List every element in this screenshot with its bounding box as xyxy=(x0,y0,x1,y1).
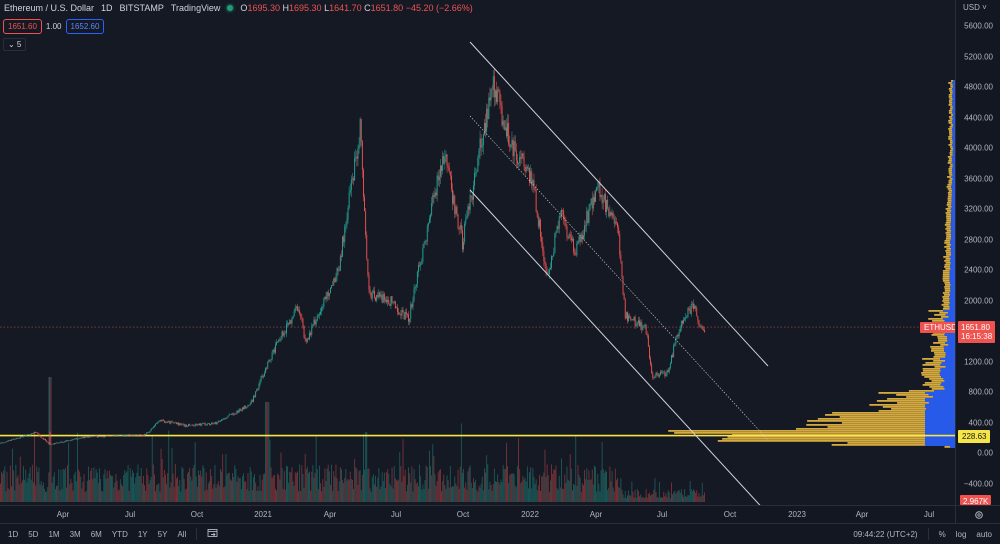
data-source: TradingView xyxy=(170,3,221,13)
time-tick: Jul xyxy=(390,510,402,519)
time-tick: Apr xyxy=(56,510,70,519)
time-tick: 2022 xyxy=(521,510,539,519)
range-1y-button[interactable]: 1Y xyxy=(137,529,148,539)
price-tick: 4400.00 xyxy=(964,113,993,122)
ohlc-values: O1695.30 H1695.30 L1641.70 C1651.80 −45.… xyxy=(240,3,473,13)
candles xyxy=(0,68,705,445)
price-tick: 5200.00 xyxy=(964,52,993,61)
price-tick: 3200.00 xyxy=(964,204,993,214)
price-tick: 2000.00 xyxy=(964,296,993,305)
indicators-toggle-button[interactable]: ⌄ 5 xyxy=(3,38,27,51)
gear-icon xyxy=(974,511,983,519)
auto-scale-toggle[interactable]: auto xyxy=(976,529,992,539)
time-tick: Jul xyxy=(124,510,136,519)
range-5d-button[interactable]: 5D xyxy=(28,529,39,539)
price-tick: 400.00 xyxy=(968,418,993,427)
price-tick: 1200.00 xyxy=(964,357,993,366)
time-tick: Apr xyxy=(855,510,869,519)
price-tick: 5600.00 xyxy=(964,21,993,31)
quote-panel: 1651.60 1.00 1652.60 xyxy=(3,19,105,34)
price-tick: 800.00 xyxy=(968,387,993,397)
price-chart[interactable] xyxy=(0,0,955,505)
time-tick: Apr xyxy=(323,510,337,519)
range-1d-button[interactable]: 1D xyxy=(8,529,19,539)
range-ytd-button[interactable]: YTD xyxy=(111,529,128,539)
buy-button[interactable]: 1652.60 xyxy=(65,19,105,34)
go-to-date-button[interactable] xyxy=(207,528,219,540)
symbol-name[interactable]: Ethereum / U.S. Dollar xyxy=(4,3,95,13)
price-tick: 4000.00 xyxy=(964,143,993,153)
price-tick: −400.00 xyxy=(963,479,993,488)
horizontal-line-price-label: 228.63 xyxy=(958,430,991,443)
price-change: −45.20 (−2.66%) xyxy=(405,3,473,13)
time-tick: 2023 xyxy=(788,510,806,519)
price-tick: 4800.00 xyxy=(964,82,993,92)
time-tick: Jul xyxy=(923,510,935,519)
log-scale-toggle[interactable]: log xyxy=(955,529,967,539)
time-tick: Oct xyxy=(190,510,204,519)
time-tick: Jul xyxy=(656,510,668,519)
currency-selector[interactable]: USD ˅ xyxy=(963,3,987,12)
spread-value: 1.00 xyxy=(45,22,62,31)
divider xyxy=(927,528,929,540)
volume-profile xyxy=(668,80,955,448)
price-axis[interactable]: USD ˅ 1651.80 16:15:38 228.63 2.967K 560… xyxy=(955,0,1000,505)
time-axis[interactable]: Apr Jul Oct 2021 Apr Jul Oct 2022 Apr Jul Oct 2023 A… xyxy=(0,505,955,524)
volume-bars xyxy=(0,377,705,502)
price-tick: 2800.00 xyxy=(964,235,993,244)
volume-label: 2.967K xyxy=(960,495,992,505)
time-tick: Apr xyxy=(589,510,603,519)
price-tick: 2400.00 xyxy=(964,265,993,275)
range-1m-button[interactable]: 1M xyxy=(48,529,60,539)
range-3m-button[interactable]: 3M xyxy=(69,529,81,539)
exchange: BITSTAMP xyxy=(119,3,164,13)
percent-scale-toggle[interactable]: % xyxy=(938,529,946,539)
market-status-icon xyxy=(227,5,234,11)
time-tick: Oct xyxy=(723,510,737,519)
sell-button[interactable]: 1651.60 xyxy=(3,19,42,34)
price-tick: 0.00 xyxy=(977,448,993,458)
range-5y-button[interactable]: 5Y xyxy=(157,529,168,539)
chart-settings-button[interactable] xyxy=(955,505,1000,524)
symbol-tag: ETHUSD xyxy=(920,322,955,333)
interval[interactable]: 1D xyxy=(101,3,113,13)
last-price-label: 1651.80 16:15:38 xyxy=(958,321,996,343)
calendar-goto-icon xyxy=(207,529,218,537)
range-all-button[interactable]: All xyxy=(177,529,187,539)
parallel-channel xyxy=(469,41,769,505)
price-tick: 3600.00 xyxy=(964,174,993,183)
symbol-legend: Ethereum / U.S. Dollar 1D BITSTAMP Tradi… xyxy=(4,3,473,13)
clock-timezone[interactable]: 09:44:22 (UTC+2) xyxy=(853,529,918,539)
chart-pane[interactable]: Ethereum / U.S. Dollar 1D BITSTAMP Tradi… xyxy=(0,0,955,505)
divider xyxy=(196,528,198,540)
bottom-toolbar: 1D 5D 1M 3M 6M YTD 1Y 5Y All 09:44:22 (U… xyxy=(0,523,1000,544)
time-tick: 2021 xyxy=(254,510,272,519)
range-6m-button[interactable]: 6M xyxy=(90,529,102,539)
bar-countdown: 16:15:38 xyxy=(961,332,993,341)
time-tick: Oct xyxy=(456,510,470,519)
